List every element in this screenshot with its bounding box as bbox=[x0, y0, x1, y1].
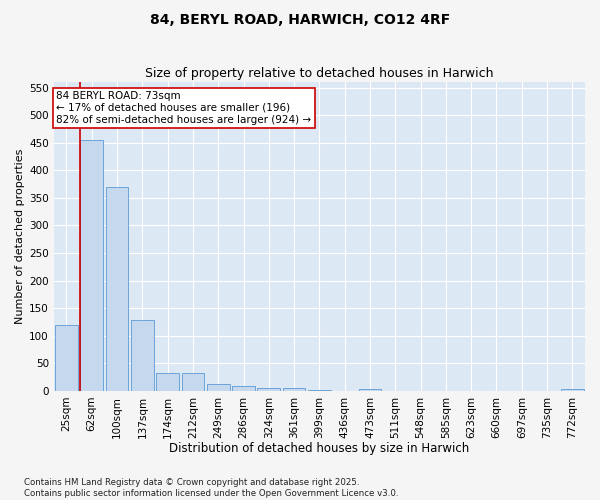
Text: Contains HM Land Registry data © Crown copyright and database right 2025.
Contai: Contains HM Land Registry data © Crown c… bbox=[24, 478, 398, 498]
Bar bbox=[283, 388, 305, 391]
Bar bbox=[55, 324, 78, 391]
Y-axis label: Number of detached properties: Number of detached properties bbox=[15, 149, 25, 324]
Bar bbox=[561, 389, 584, 391]
Bar bbox=[257, 388, 280, 391]
Bar bbox=[232, 386, 255, 391]
Bar bbox=[359, 389, 382, 391]
Bar bbox=[308, 390, 331, 391]
Text: 84, BERYL ROAD, HARWICH, CO12 4RF: 84, BERYL ROAD, HARWICH, CO12 4RF bbox=[150, 12, 450, 26]
Bar bbox=[207, 384, 230, 391]
Bar bbox=[156, 372, 179, 391]
Bar bbox=[80, 140, 103, 391]
X-axis label: Distribution of detached houses by size in Harwich: Distribution of detached houses by size … bbox=[169, 442, 470, 455]
Bar bbox=[182, 372, 204, 391]
Bar bbox=[106, 187, 128, 391]
Bar bbox=[131, 320, 154, 391]
Title: Size of property relative to detached houses in Harwich: Size of property relative to detached ho… bbox=[145, 66, 494, 80]
Text: 84 BERYL ROAD: 73sqm
← 17% of detached houses are smaller (196)
82% of semi-deta: 84 BERYL ROAD: 73sqm ← 17% of detached h… bbox=[56, 92, 311, 124]
